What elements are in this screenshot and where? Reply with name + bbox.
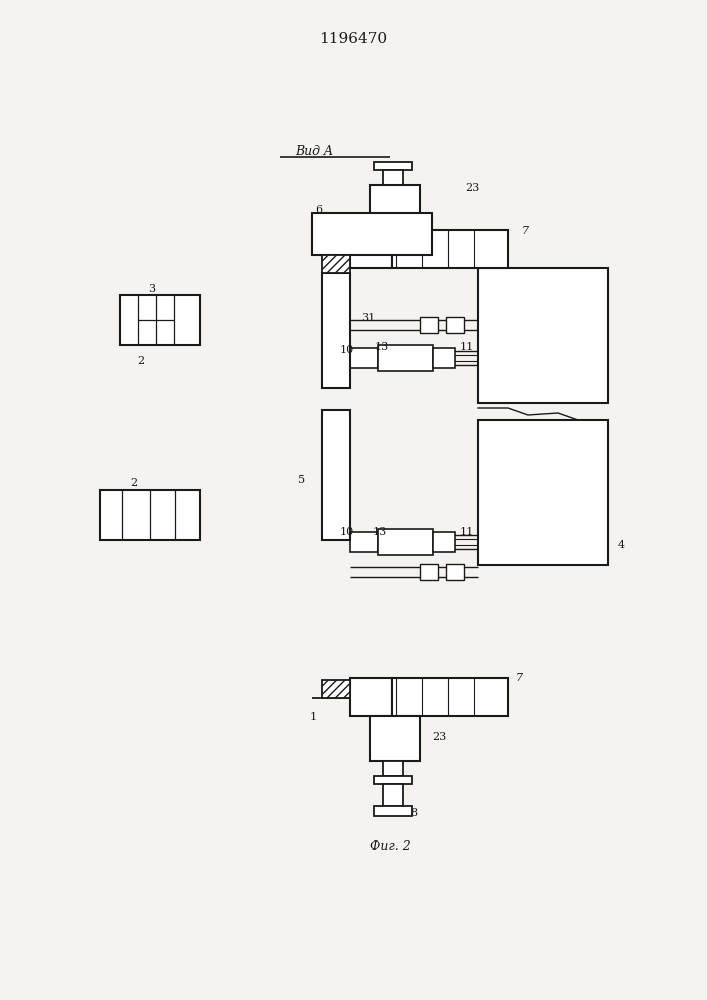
Text: 5: 5 [298, 475, 305, 485]
Bar [350, 532, 378, 552]
Bar [433, 348, 455, 368]
Bar [446, 317, 464, 333]
Text: 6: 6 [315, 205, 322, 215]
Bar [383, 761, 403, 776]
Bar [392, 230, 508, 268]
Bar [374, 776, 412, 784]
Bar [120, 295, 200, 345]
Bar [478, 420, 608, 565]
Text: 4: 4 [618, 540, 625, 550]
Bar [374, 162, 412, 170]
Text: 10: 10 [340, 345, 354, 355]
Bar [383, 784, 403, 806]
Bar [378, 529, 433, 555]
Text: 8: 8 [410, 808, 417, 818]
Text: 1196470: 1196470 [319, 32, 387, 46]
Text: 13: 13 [375, 342, 390, 352]
Text: Фиг. 2: Фиг. 2 [370, 840, 410, 853]
Text: 13: 13 [373, 527, 387, 537]
Bar [100, 490, 200, 540]
Text: 7: 7 [516, 673, 523, 683]
Text: 3: 3 [148, 284, 155, 294]
Text: Вид A: Вид A [295, 145, 333, 158]
Bar [374, 806, 412, 816]
Text: 2: 2 [137, 356, 144, 366]
Bar [392, 678, 508, 716]
Bar [370, 716, 420, 761]
Bar [420, 564, 438, 580]
Bar [370, 185, 420, 230]
Text: 31: 31 [361, 313, 375, 323]
Bar [322, 410, 350, 540]
Bar [383, 170, 403, 185]
Bar [350, 230, 392, 268]
Text: 10: 10 [340, 527, 354, 537]
Bar [433, 532, 455, 552]
Bar [420, 317, 438, 333]
Bar [322, 273, 350, 388]
Text: 1: 1 [310, 712, 317, 722]
Bar [312, 213, 432, 255]
Bar [478, 268, 608, 403]
Bar [350, 348, 378, 368]
Bar [350, 678, 392, 716]
Text: 23: 23 [465, 183, 479, 193]
Text: 2: 2 [130, 478, 137, 488]
Bar [378, 345, 433, 371]
Bar [446, 564, 464, 580]
Bar [322, 680, 350, 698]
Text: 7: 7 [522, 226, 529, 236]
Text: 11: 11 [460, 527, 474, 537]
Bar [322, 255, 350, 273]
Text: 23: 23 [432, 732, 446, 742]
Text: 11: 11 [460, 342, 474, 352]
